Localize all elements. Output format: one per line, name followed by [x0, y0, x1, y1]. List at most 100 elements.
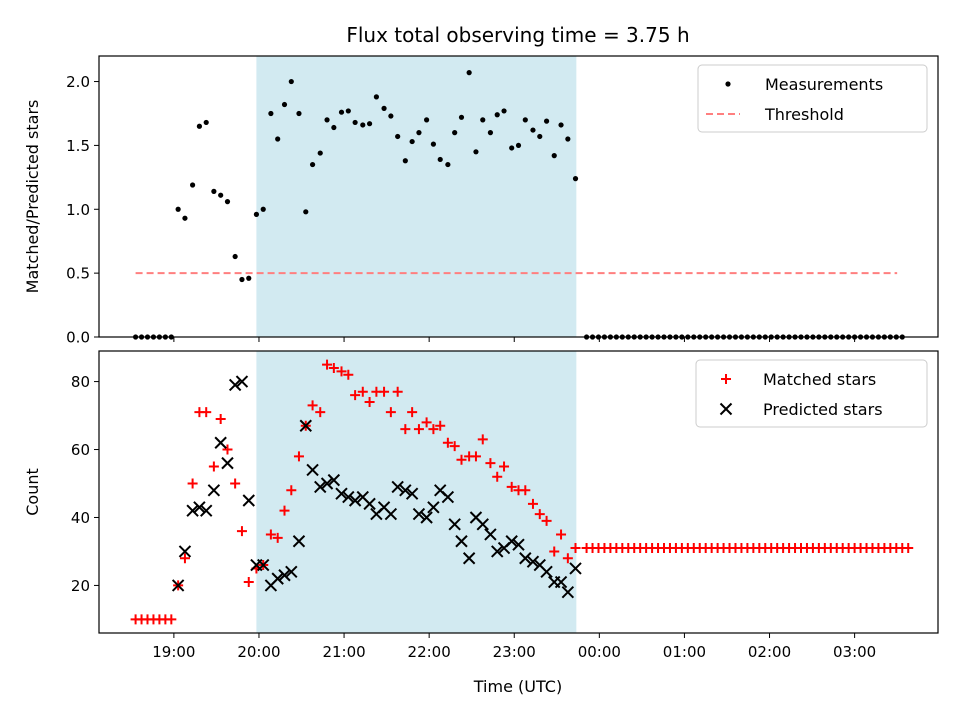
- measurements-point: [303, 209, 309, 215]
- predicted-stars-point: [526, 555, 540, 568]
- matched-stars-point: [272, 532, 283, 543]
- matched-stars-point: [527, 498, 538, 509]
- observing-window-shade-bottom: [256, 351, 577, 633]
- y-tick-label-bottom: 60: [71, 441, 90, 459]
- x-tick-label: 03:00: [833, 643, 876, 661]
- measurements-point: [558, 122, 564, 128]
- predicted-stars-point: [235, 375, 249, 388]
- measurements-point: [218, 192, 224, 198]
- x-tick-label: 01:00: [663, 643, 706, 661]
- matched-stars-point: [541, 515, 552, 526]
- x-tick-label: 19:00: [152, 643, 195, 661]
- measurements-point: [487, 130, 494, 136]
- measurements-point: [352, 119, 358, 126]
- matched-stars-point: [379, 386, 390, 397]
- matched-stars-point: [506, 481, 517, 492]
- predicted-stars-point: [221, 456, 234, 470]
- measurements-point: [551, 153, 557, 159]
- measurements-point: [182, 215, 188, 221]
- predicted-stars-point: [491, 545, 504, 558]
- legend-top: Measurements Threshold: [697, 64, 928, 133]
- matched-stars-point: [350, 390, 361, 401]
- predicted-stars-point: [569, 562, 582, 575]
- predicted-stars-point: [257, 558, 270, 572]
- predicted-stars-point: [193, 501, 206, 514]
- predicted-stars-point: [519, 552, 532, 565]
- predicted-stars-point: [399, 484, 412, 497]
- predicted-stars-point: [561, 586, 575, 599]
- legend-swatch: [719, 402, 733, 416]
- predicted-stars-point: [484, 528, 497, 541]
- measurements-point: [190, 182, 196, 188]
- observing-window-shade-top: [256, 56, 577, 337]
- y-tick-label-top: 1.5: [66, 137, 90, 155]
- matched-stars-point: [534, 509, 545, 520]
- matched-stars-point: [392, 386, 403, 397]
- matched-stars-point: [449, 441, 460, 452]
- matched-stars-point: [485, 458, 496, 469]
- x-tick-label: 20:00: [237, 643, 280, 661]
- axes-frame-top: [98, 55, 939, 338]
- legend-label: Threshold: [764, 105, 844, 124]
- measurements-point: [281, 101, 288, 108]
- matched-stars-point: [903, 543, 914, 554]
- matched-stars-point: [286, 485, 297, 496]
- measurements-point: [543, 118, 550, 124]
- x-axis-label: Time (UTC): [473, 677, 562, 696]
- predicted-stars-point: [427, 501, 440, 514]
- matched-stars-point: [435, 420, 446, 431]
- matched-stars-point: [413, 424, 424, 435]
- x-ticks-bottom: 19:00 20:00 21:00 22:00 23:00 00:00 01:00 02:00…: [152, 633, 876, 661]
- measurements-point: [509, 145, 515, 151]
- predicted-stars-point: [384, 507, 398, 521]
- measurements-point: [388, 113, 394, 119]
- predicted-stars-point: [214, 436, 227, 449]
- matched-stars-point: [166, 614, 177, 625]
- measurements-point: [253, 211, 260, 217]
- matched-stars-point: [265, 529, 276, 540]
- measurements-point: [239, 276, 245, 283]
- y-tick-label-top: 2.0: [66, 73, 90, 91]
- predicted-stars-point: [448, 518, 461, 531]
- matched-stars-point: [357, 386, 368, 397]
- matched-stars-point: [428, 424, 439, 435]
- y-axis-label-top: Matched/Predicted stars: [23, 100, 42, 294]
- measurements-point: [522, 117, 528, 123]
- matched-stars-point: [407, 407, 418, 418]
- matched-stars-point: [215, 413, 226, 424]
- matched-stars-point: [477, 434, 488, 445]
- predicted-stars-point: [476, 518, 489, 531]
- measurements-point: [373, 94, 379, 100]
- predicted-stars-point: [299, 419, 312, 432]
- predicted-stars-point: [335, 487, 348, 500]
- measurements-point: [324, 117, 330, 123]
- x-tick-label: 21:00: [322, 643, 365, 661]
- measurements-point: [260, 206, 266, 212]
- x-tick-label: 00:00: [578, 643, 621, 661]
- matched-stars-point: [179, 553, 190, 564]
- matched-stars-point: [187, 478, 198, 489]
- predicted-stars-point: [278, 569, 291, 582]
- y-tick-label-bottom: 80: [71, 373, 90, 391]
- matched-stars-point: [421, 417, 432, 428]
- matched-stars-point: [343, 369, 354, 380]
- measurements-point: [473, 149, 479, 155]
- predicted-stars-point: [554, 575, 568, 589]
- matched-stars-point: [208, 461, 219, 472]
- marks-bottom: [130, 359, 914, 625]
- y-ticks-top: 0.0 0.5 1.0 1.5 2.0: [66, 73, 99, 347]
- matched-stars-point: [520, 485, 531, 496]
- predicted-stars-point: [391, 480, 404, 494]
- matched-stars-point: [570, 543, 581, 554]
- predicted-stars-point: [207, 484, 221, 497]
- measurements-point: [452, 130, 458, 136]
- measurements-point: [480, 117, 486, 123]
- measurements-point: [501, 108, 507, 114]
- matched-stars-point: [307, 400, 318, 411]
- measurements-point: [494, 112, 500, 118]
- measurements-point: [430, 141, 437, 147]
- x-tick-label: 02:00: [748, 643, 791, 661]
- measurements-point: [437, 156, 443, 163]
- measurements-point: [268, 110, 274, 117]
